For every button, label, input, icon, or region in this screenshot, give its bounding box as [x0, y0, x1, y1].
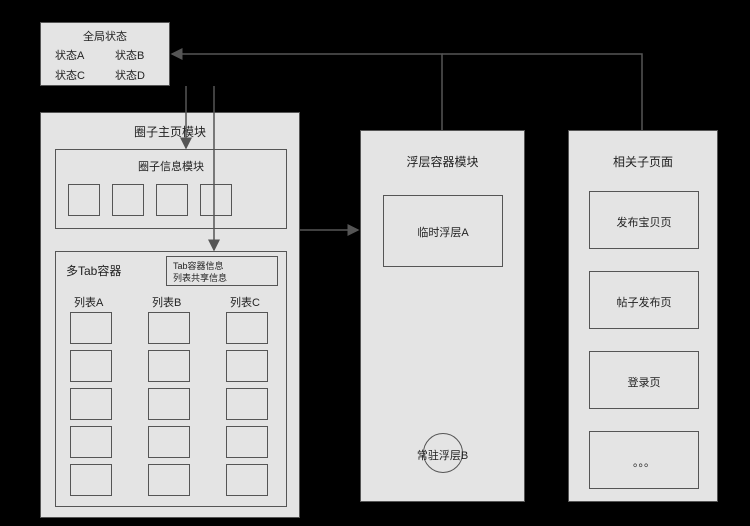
- list-item: [70, 312, 112, 344]
- subpage-item: 登录页: [589, 351, 699, 409]
- list-label: 列表A: [74, 294, 103, 310]
- resident-layer-label: 常驻浮层B: [361, 447, 524, 463]
- subpage-item: 发布宝贝页: [589, 191, 699, 249]
- state-item: 状态D: [115, 67, 145, 83]
- list-item: [148, 426, 190, 458]
- subpage-item: 。。。: [589, 431, 699, 489]
- list-item: [226, 464, 268, 496]
- subpages-box: 相关子页面 发布宝贝页 帖子发布页 登录页 。。。: [568, 130, 718, 502]
- list-item: [226, 388, 268, 420]
- list-item: [70, 388, 112, 420]
- global-state-box: 全局状态 状态A 状态B 状态C 状态D: [40, 22, 170, 86]
- info-placeholder: [68, 184, 100, 216]
- subpage-label: 发布宝贝页: [590, 214, 698, 230]
- info-placeholder: [200, 184, 232, 216]
- info-module-box: 圈子信息模块: [55, 149, 287, 229]
- subpage-label: 帖子发布页: [590, 294, 698, 310]
- subpage-label: 登录页: [590, 374, 698, 390]
- subpage-label: 。。。: [590, 454, 698, 470]
- list-item: [226, 350, 268, 382]
- info-module-title: 圈子信息模块: [56, 158, 286, 174]
- list-label: 列表B: [152, 294, 181, 310]
- list-item: [70, 464, 112, 496]
- temp-layer-label: 临时浮层A: [384, 224, 502, 240]
- tab-meta: 列表共享信息: [173, 271, 227, 284]
- main-module-box: 圈子主页模块 圈子信息模块 多Tab容器 Tab容器信息 列表共享信息 列表A …: [40, 112, 300, 518]
- list-item: [148, 388, 190, 420]
- list-item: [148, 464, 190, 496]
- list-item: [148, 312, 190, 344]
- subpage-item: 帖子发布页: [589, 271, 699, 329]
- temp-layer-box: 临时浮层A: [383, 195, 503, 267]
- main-module-title: 圈子主页模块: [41, 123, 299, 140]
- list-item: [226, 312, 268, 344]
- tab-meta-box: Tab容器信息 列表共享信息: [166, 256, 278, 286]
- list-item: [70, 350, 112, 382]
- overlay-module-title: 浮层容器模块: [361, 153, 524, 170]
- diagram-canvas: 全局状态 状态A 状态B 状态C 状态D 圈子主页模块 圈子信息模块 多Tab容…: [0, 0, 750, 526]
- state-item: 状态C: [55, 67, 85, 83]
- tab-container-title: 多Tab容器: [66, 262, 121, 279]
- list-item: [226, 426, 268, 458]
- list-label: 列表C: [230, 294, 260, 310]
- state-item: 状态B: [115, 47, 144, 63]
- list-item: [70, 426, 112, 458]
- state-item: 状态A: [55, 47, 84, 63]
- info-placeholder: [156, 184, 188, 216]
- tab-container-box: 多Tab容器 Tab容器信息 列表共享信息 列表A 列表B 列表C: [55, 251, 287, 507]
- subpages-title: 相关子页面: [569, 153, 717, 170]
- info-placeholder: [112, 184, 144, 216]
- overlay-module-box: 浮层容器模块 临时浮层A 常驻浮层B: [360, 130, 525, 502]
- list-item: [148, 350, 190, 382]
- global-state-title: 全局状态: [41, 28, 169, 44]
